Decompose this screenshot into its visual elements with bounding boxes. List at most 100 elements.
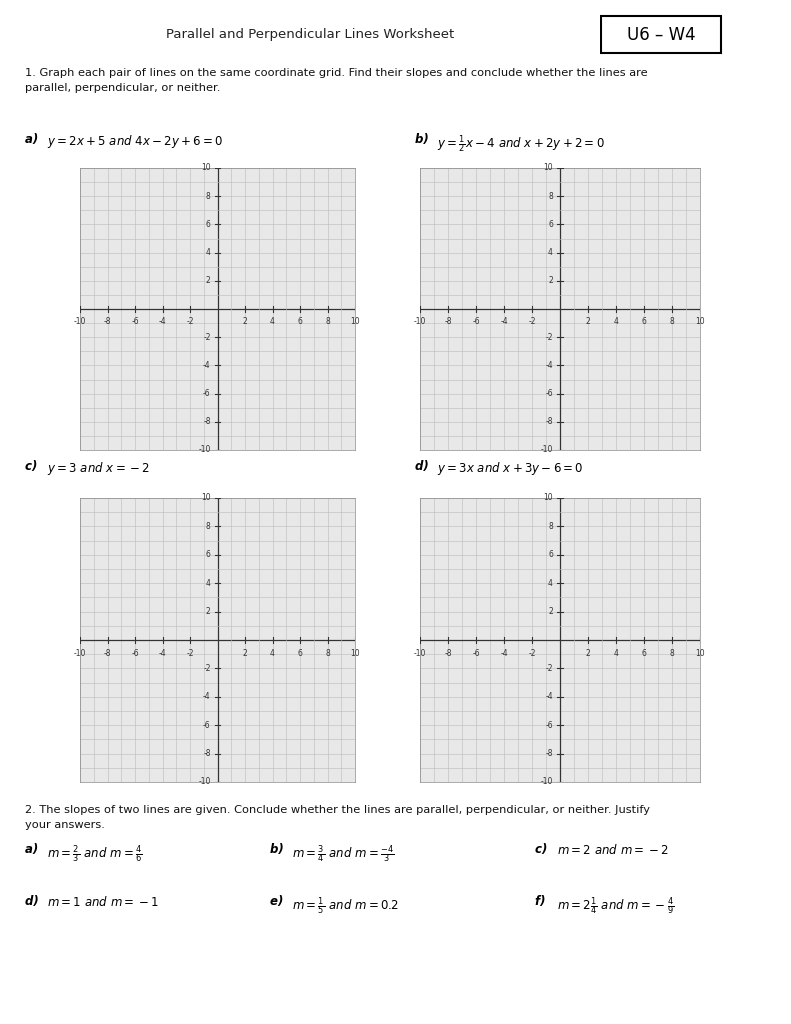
Text: 2. The slopes of two lines are given. Conclude whether the lines are parallel, p: 2. The slopes of two lines are given. Co… (25, 805, 650, 815)
Text: 6: 6 (297, 648, 302, 657)
Text: 6: 6 (548, 220, 553, 229)
Text: d): d) (415, 460, 433, 473)
Text: 10: 10 (201, 164, 210, 172)
Text: a): a) (25, 133, 43, 146)
Text: -2: -2 (546, 664, 553, 673)
Text: -4: -4 (159, 317, 166, 327)
Text: 4: 4 (614, 317, 619, 327)
Text: $m = 2\ \mathit{and}\ m = -2$: $m = 2\ \mathit{and}\ m = -2$ (557, 843, 669, 857)
Text: -2: -2 (546, 333, 553, 342)
Text: 10: 10 (695, 317, 705, 327)
Text: e): e) (270, 895, 287, 908)
Text: parallel, perpendicular, or neither.: parallel, perpendicular, or neither. (25, 83, 221, 93)
Text: 2: 2 (206, 607, 210, 616)
Text: -6: -6 (472, 648, 480, 657)
Text: b): b) (415, 133, 433, 146)
Text: -8: -8 (546, 750, 553, 758)
Text: 8: 8 (206, 522, 210, 530)
Text: $y = 3x\ \mathit{and}\ x + 3y - 6 = 0$: $y = 3x\ \mathit{and}\ x + 3y - 6 = 0$ (437, 460, 584, 477)
Text: $m = \frac{1}{5}\ \mathit{and}\ m = 0.2$: $m = \frac{1}{5}\ \mathit{and}\ m = 0.2$ (292, 895, 399, 916)
Text: -2: -2 (203, 333, 210, 342)
Text: 4: 4 (270, 317, 275, 327)
Text: -10: -10 (540, 445, 553, 455)
Text: c): c) (25, 460, 41, 473)
Text: -8: -8 (203, 418, 210, 426)
Text: $m = \frac{2}{3}\ \mathit{and}\ m = \frac{4}{6}$: $m = \frac{2}{3}\ \mathit{and}\ m = \fra… (47, 843, 142, 864)
Text: 10: 10 (543, 494, 553, 503)
Text: -8: -8 (445, 648, 452, 657)
Text: -4: -4 (500, 648, 508, 657)
Text: -4: -4 (203, 692, 210, 701)
Text: 2: 2 (206, 276, 210, 286)
Text: 6: 6 (642, 648, 646, 657)
Text: $m = 1\ \mathit{and}\ m = -1$: $m = 1\ \mathit{and}\ m = -1$ (47, 895, 159, 909)
Text: 4: 4 (614, 648, 619, 657)
Text: -8: -8 (546, 418, 553, 426)
Text: 4: 4 (206, 248, 210, 257)
Text: 4: 4 (548, 579, 553, 588)
Text: 10: 10 (350, 317, 360, 327)
Text: -8: -8 (203, 750, 210, 758)
Text: -4: -4 (545, 692, 553, 701)
Text: -2: -2 (186, 648, 194, 657)
Text: Parallel and Perpendicular Lines Worksheet: Parallel and Perpendicular Lines Workshe… (166, 28, 454, 41)
Text: -10: -10 (414, 648, 426, 657)
Text: -4: -4 (500, 317, 508, 327)
Text: $y = 3\ \mathit{and}\ x = -2$: $y = 3\ \mathit{and}\ x = -2$ (47, 460, 150, 477)
Text: -2: -2 (186, 317, 194, 327)
Text: 10: 10 (695, 648, 705, 657)
Text: -10: -10 (74, 317, 86, 327)
Text: 6: 6 (206, 550, 210, 559)
Text: -10: -10 (414, 317, 426, 327)
Text: 2: 2 (548, 276, 553, 286)
Text: -10: -10 (199, 777, 210, 786)
Text: a): a) (25, 843, 43, 856)
Text: -2: -2 (528, 648, 536, 657)
Text: -4: -4 (545, 360, 553, 370)
Text: 8: 8 (206, 191, 210, 201)
Text: 10: 10 (543, 164, 553, 172)
Text: U6 – W4: U6 – W4 (627, 26, 695, 43)
Text: 4: 4 (548, 248, 553, 257)
Text: -4: -4 (203, 360, 210, 370)
Text: -6: -6 (545, 721, 553, 730)
Text: -6: -6 (131, 317, 138, 327)
Text: 2: 2 (585, 317, 590, 327)
Text: 8: 8 (325, 317, 330, 327)
Text: 6: 6 (548, 550, 553, 559)
Text: 1. Graph each pair of lines on the same coordinate grid. Find their slopes and c: 1. Graph each pair of lines on the same … (25, 68, 648, 78)
Text: -6: -6 (545, 389, 553, 398)
Text: d): d) (25, 895, 43, 908)
Text: c): c) (535, 843, 551, 856)
Text: f): f) (535, 895, 550, 908)
Text: 4: 4 (270, 648, 275, 657)
Text: b): b) (270, 843, 288, 856)
Text: -10: -10 (540, 777, 553, 786)
Text: 2: 2 (585, 648, 590, 657)
Text: 6: 6 (297, 317, 302, 327)
Text: -8: -8 (104, 317, 112, 327)
Text: 8: 8 (325, 648, 330, 657)
Text: 2: 2 (243, 317, 248, 327)
Text: 6: 6 (642, 317, 646, 327)
FancyBboxPatch shape (601, 15, 721, 53)
Text: your answers.: your answers. (25, 820, 105, 830)
Text: $m = 2\frac{1}{4}\ \mathit{and}\ m = -\frac{4}{9}$: $m = 2\frac{1}{4}\ \mathit{and}\ m = -\f… (557, 895, 675, 916)
Text: $y = \frac{1}{2}x - 4\ \mathit{and}\ x + 2y + 2 = 0$: $y = \frac{1}{2}x - 4\ \mathit{and}\ x +… (437, 133, 605, 155)
Text: -4: -4 (159, 648, 166, 657)
Text: -6: -6 (203, 389, 210, 398)
Text: 8: 8 (670, 648, 675, 657)
Text: 2: 2 (548, 607, 553, 616)
Text: -2: -2 (528, 317, 536, 327)
Text: 8: 8 (548, 191, 553, 201)
Text: 10: 10 (201, 494, 210, 503)
Text: -6: -6 (472, 317, 480, 327)
Text: -6: -6 (131, 648, 138, 657)
Text: -6: -6 (203, 721, 210, 730)
Text: 10: 10 (350, 648, 360, 657)
Text: 8: 8 (670, 317, 675, 327)
Text: $y = 2x + 5\ \mathit{and}\ 4x - 2y + 6 = 0$: $y = 2x + 5\ \mathit{and}\ 4x - 2y + 6 =… (47, 133, 223, 150)
Text: -8: -8 (104, 648, 112, 657)
Text: -10: -10 (199, 445, 210, 455)
Text: -2: -2 (203, 664, 210, 673)
